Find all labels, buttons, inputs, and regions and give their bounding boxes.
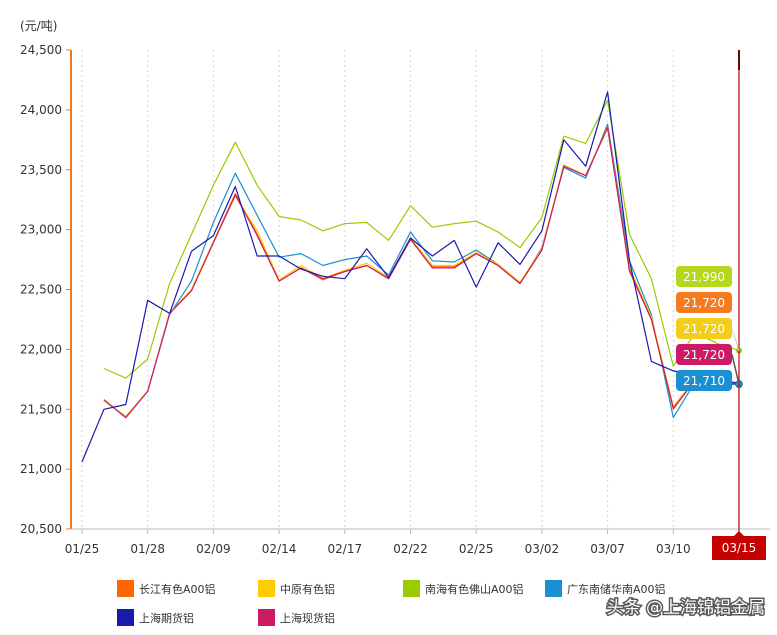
x-tick-label: 01/25 — [65, 542, 100, 556]
legend-swatch — [258, 580, 275, 597]
y-tick-label: 24,500 — [20, 43, 62, 57]
x-tick-label: 03/07 — [590, 542, 625, 556]
watermark: 头条 @上海锦铝金属 — [607, 598, 765, 618]
end-value-badge — [676, 344, 732, 365]
legend-label: 广东南储华南A00铝 — [567, 582, 666, 596]
y-tick-label: 22,000 — [20, 342, 62, 356]
end-value-text: 21,710 — [683, 374, 725, 388]
x-tick-label: 02/25 — [459, 542, 494, 556]
x-tick-label: 02/22 — [393, 542, 428, 556]
end-value-text: 21,990 — [683, 270, 725, 284]
end-value-text: 21,720 — [683, 322, 725, 336]
series-line-2 — [103, 127, 740, 417]
end-value-text: 21,720 — [683, 348, 725, 362]
x-tick-label: 01/28 — [130, 542, 165, 556]
x-tick-label: 02/17 — [328, 542, 363, 556]
legend-label: 上海现货铝 — [280, 611, 335, 625]
badge-connector — [731, 354, 740, 385]
end-value-badge — [676, 370, 732, 391]
series-line-3 — [103, 99, 740, 379]
y-tick-label: 20,500 — [20, 522, 62, 536]
y-tick-label: 21,500 — [20, 402, 62, 416]
y-tick-label: 21,000 — [20, 462, 62, 476]
crosshair-label-pointer — [734, 531, 744, 536]
crosshair-date-label: 03/15 — [722, 541, 757, 555]
legend-swatch — [258, 609, 275, 626]
legend-swatch — [545, 580, 562, 597]
series-line-4 — [103, 123, 740, 419]
badge-connector — [731, 328, 740, 351]
x-axis: 01/25 01/28 02/09 02/14 02/17 02/22 02/25 03/02… — [65, 528, 770, 556]
series-layer — [81, 91, 743, 463]
legend-swatch — [117, 580, 134, 597]
end-value-text: 21,720 — [683, 296, 725, 310]
end-value-badge — [676, 318, 732, 339]
end-value-badge — [676, 266, 732, 287]
grid-layer — [81, 50, 740, 529]
y-unit-label: (元/吨) — [20, 19, 57, 33]
legend-label: 南海有色佛山A00铝 — [425, 582, 524, 596]
y-tick-label: 24,000 — [20, 103, 62, 117]
crosshair: 03/15 — [712, 50, 766, 560]
x-tick-label: 02/09 — [196, 542, 231, 556]
y-axis: 20,500 21,000 21,500 22,000 22,500 23,000 23,5… — [20, 43, 72, 536]
end-value-badge — [676, 292, 732, 313]
x-tick-label: 02/14 — [262, 542, 297, 556]
legend-swatch — [117, 609, 134, 626]
legend-label: 长江有色A00铝 — [139, 582, 216, 596]
crosshair-label-box — [712, 536, 766, 560]
legend-label: 上海期货铝 — [139, 611, 194, 625]
x-tick-label: 03/10 — [656, 542, 691, 556]
legend-swatch — [403, 580, 420, 597]
y-tick-label: 23,500 — [20, 163, 62, 177]
x-tick-label: 03/02 — [525, 542, 560, 556]
series-line-6 — [103, 127, 740, 419]
y-tick-label: 22,500 — [20, 283, 62, 297]
series-line-5 — [81, 91, 740, 463]
y-tick-label: 23,000 — [20, 223, 62, 237]
legend-label: 中原有色铝 — [280, 582, 335, 596]
end-value-labels: 21,990 21,720 21,720 21,720 21,710 — [676, 266, 740, 391]
